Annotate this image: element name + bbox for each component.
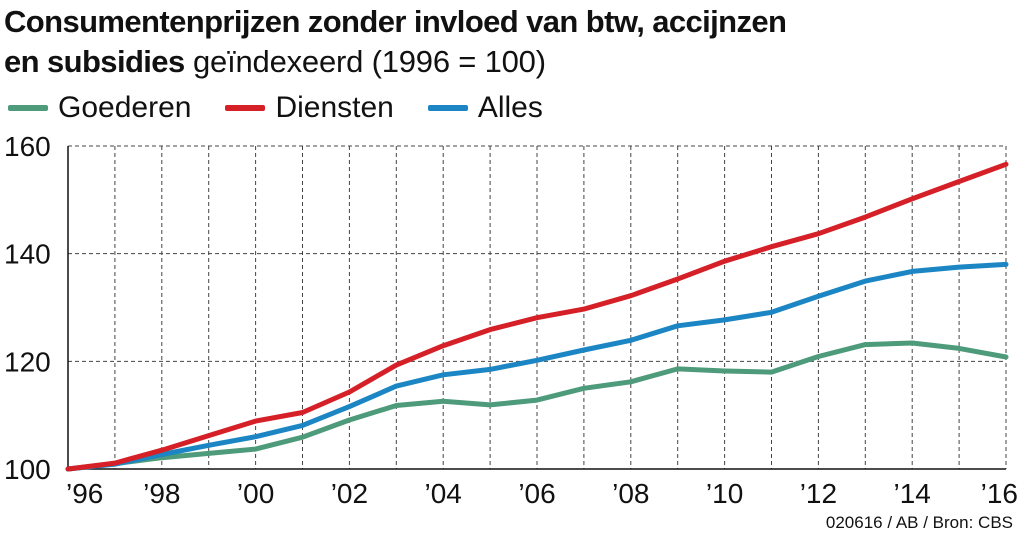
x-tick-label: ’02 bbox=[331, 478, 368, 509]
y-tick-label: 100 bbox=[4, 454, 51, 485]
x-tick-label: ’16 bbox=[981, 478, 1018, 509]
legend-label-goederen: Goederen bbox=[58, 91, 192, 124]
source-credit: 020616 / AB / Bron: CBS bbox=[825, 513, 1013, 532]
x-tick-label: ’08 bbox=[612, 478, 649, 509]
legend-item-alles: Alles bbox=[427, 91, 543, 125]
legend-swatch-diensten bbox=[225, 105, 266, 111]
legend-label-diensten: Diensten bbox=[275, 91, 394, 124]
title-line-1: Consumentenprijzen zonder invloed van bt… bbox=[4, 4, 787, 39]
tick-labels: 100 120 140 160 ’96 ’98 ’00 ’02 ’04 ’06 ’08 ’10 ’12 ’… bbox=[4, 131, 1018, 509]
legend-swatch-alles bbox=[427, 105, 468, 111]
chart-title: Consumentenprijzen zonder invloed van bt… bbox=[4, 2, 1014, 82]
x-tick-label: ’12 bbox=[800, 478, 837, 509]
series-line-alles bbox=[65, 261, 1009, 472]
title-line-2: en subsidies geïndexeerd (1996 = 100) bbox=[4, 42, 1014, 82]
x-tick-label: ’04 bbox=[425, 478, 462, 509]
legend-item-diensten: Diensten bbox=[225, 91, 394, 125]
grid-layer bbox=[68, 145, 1007, 469]
y-tick-label: 120 bbox=[4, 346, 51, 377]
x-tick-label: ’14 bbox=[894, 478, 931, 509]
x-tick-label: ’00 bbox=[237, 478, 274, 509]
legend-swatch-goederen bbox=[8, 105, 48, 111]
x-tick-label: ’10 bbox=[706, 478, 743, 509]
x-tick-label: ’98 bbox=[143, 478, 180, 509]
x-tick-label: ’06 bbox=[518, 478, 555, 509]
axis-layer bbox=[67, 146, 1006, 470]
y-tick-label: 140 bbox=[4, 239, 51, 270]
series-line-goederen bbox=[65, 340, 1009, 472]
x-tick-label: ’96 bbox=[66, 478, 103, 509]
series-line-diensten bbox=[65, 161, 1009, 472]
title-line-2-bold: en subsidies bbox=[4, 44, 185, 79]
chart-subtitle: geïndexeerd (1996 = 100) bbox=[184, 44, 546, 79]
series-layer bbox=[65, 161, 1009, 472]
legend-label-alles: Alles bbox=[477, 91, 543, 124]
legend: Goederen Diensten Alles bbox=[8, 86, 543, 130]
legend-item-goederen: Goederen bbox=[8, 91, 191, 125]
y-tick-label: 160 bbox=[4, 131, 51, 162]
